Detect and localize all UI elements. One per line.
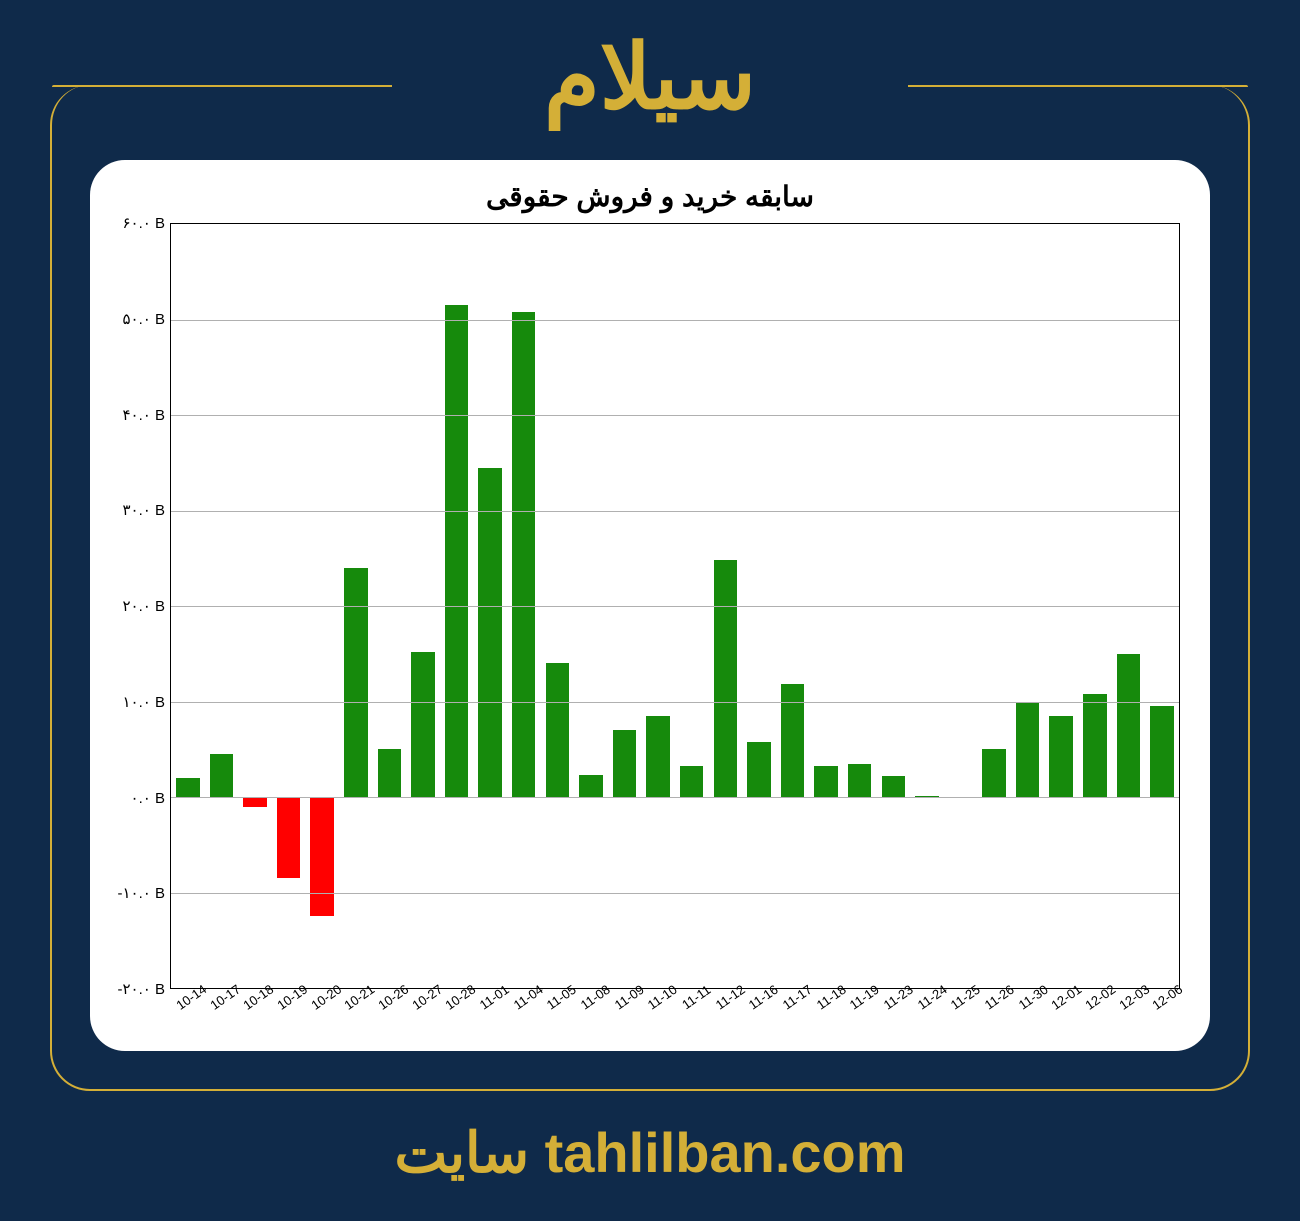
y-tick-label: ۵۰.۰ B [115, 310, 165, 328]
y-tick-label: ۳۰.۰ B [115, 501, 165, 519]
x-tick-label: 10-26 [372, 989, 406, 1029]
x-tick-label: 11-24 [911, 989, 945, 1029]
x-tick-label: 10-19 [271, 989, 305, 1029]
x-tick-label: 11-17 [776, 989, 810, 1029]
y-tick-label: ۶۰.۰ B [115, 214, 165, 232]
footer-text: سایت tahlilban.com [394, 1120, 905, 1186]
chart-card: سابقه خرید و فروش حقوقی -۲۰.۰ B -۱۰.۰ B ۰.… [90, 160, 1210, 1051]
x-tick-label: 11-25 [944, 989, 978, 1029]
x-tick-label: 12-06 [1146, 989, 1180, 1029]
chart-area: -۲۰.۰ B -۱۰.۰ B ۰.۰ B ۱۰.۰ B ۲۰.۰ B ۳۰.۰ B ۴۰.… [115, 223, 1185, 1029]
x-tick-label: 10-21 [338, 989, 372, 1029]
x-tick-label: 10-27 [406, 989, 440, 1029]
x-tick-label: 10-28 [439, 989, 473, 1029]
x-tick-label: 11-26 [978, 989, 1012, 1029]
x-tick-label: 12-02 [1079, 989, 1113, 1029]
x-tick-label: 11-09 [608, 989, 642, 1029]
y-axis-ticks: -۲۰.۰ B-۱۰.۰ B۰.۰ B۱۰.۰ B۲۰.۰ B۳۰.۰ B۴۰.… [115, 223, 1185, 989]
y-tick-label: -۱۰.۰ B [115, 884, 165, 902]
x-tick-label: 10-18 [237, 989, 271, 1029]
x-tick-label: 11-05 [540, 989, 574, 1029]
x-tick-label: 11-11 [675, 989, 709, 1029]
y-tick-label: ۰.۰ B [115, 789, 165, 807]
x-tick-label: 11-23 [877, 989, 911, 1029]
y-tick-label: ۱۰.۰ B [115, 693, 165, 711]
x-tick-label: 11-04 [507, 989, 541, 1029]
chart-title: سابقه خرید و فروش حقوقی [115, 180, 1185, 213]
y-tick-label: ۲۰.۰ B [115, 597, 165, 615]
x-tick-label: 10-17 [204, 989, 238, 1029]
x-tick-label: 11-18 [810, 989, 844, 1029]
y-tick-label: -۲۰.۰ B [115, 980, 165, 998]
y-tick-label: ۴۰.۰ B [115, 406, 165, 424]
x-tick-label: 11-08 [574, 989, 608, 1029]
x-axis-labels: 10-1410-1710-1810-1910-2010-2110-2610-27… [170, 989, 1180, 1029]
x-tick-label: 12-01 [1045, 989, 1079, 1029]
x-tick-label: 10-14 [170, 989, 204, 1029]
x-tick-label: 10-20 [305, 989, 339, 1029]
x-tick-label: 11-30 [1012, 989, 1046, 1029]
x-tick-label: 11-01 [473, 989, 507, 1029]
x-tick-label: 11-10 [641, 989, 675, 1029]
x-tick-label: 11-16 [742, 989, 776, 1029]
x-tick-label: 11-19 [843, 989, 877, 1029]
x-tick-label: 12-03 [1113, 989, 1147, 1029]
x-tick-label: 11-12 [709, 989, 743, 1029]
page-title: سیلام [544, 25, 756, 130]
